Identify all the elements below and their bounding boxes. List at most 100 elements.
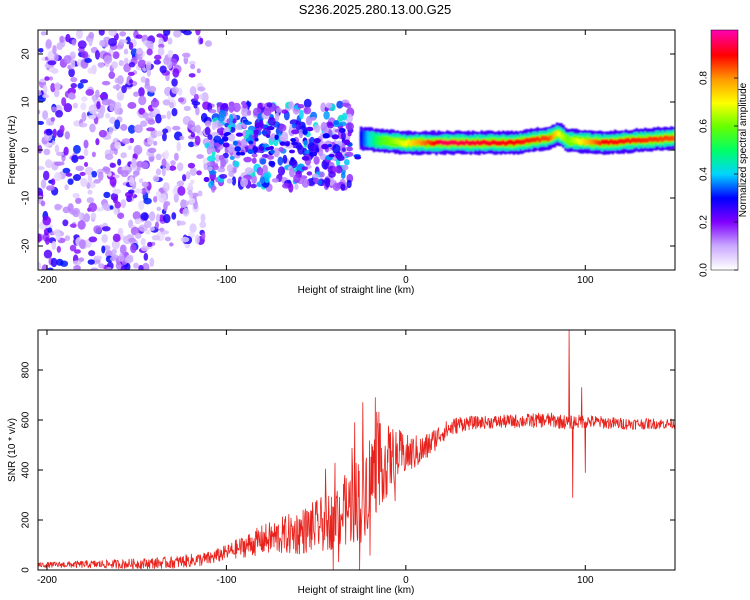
spectrogram-blob	[294, 183, 299, 190]
spectrogram-band-cell	[435, 139, 438, 146]
spectrogram-blob	[291, 141, 299, 146]
spectrogram-y-tick-label: 0	[21, 147, 32, 153]
colorbar-swatch	[711, 60, 738, 63]
spectrogram-blob	[135, 34, 143, 39]
spectrogram-band-cell	[499, 140, 503, 146]
spectrogram-blob	[228, 113, 234, 123]
spectrogram-band-cell	[542, 135, 546, 141]
spectrogram-blob	[244, 167, 254, 175]
spectrogram-blob	[170, 160, 176, 166]
colorbar-swatch	[711, 152, 738, 155]
spectrogram-blob	[86, 197, 95, 204]
colorbar-tick-label: 0.0	[699, 263, 710, 277]
spectrogram-blob	[322, 133, 330, 139]
spectrogram-blob	[229, 155, 235, 161]
spectrogram-blob	[180, 236, 190, 243]
spectrogram-blob	[73, 120, 81, 127]
spectrogram-band-cell	[527, 138, 531, 144]
spectrogram-blob	[199, 37, 204, 45]
snr-x-tick-label: -200	[37, 575, 57, 586]
spectrogram-blob	[215, 142, 220, 149]
spectrogram-blob	[324, 145, 329, 149]
spectrogram-blob	[134, 188, 143, 194]
spectrogram-blob	[83, 213, 91, 223]
colorbar-swatch	[711, 30, 738, 33]
spectrogram-blob	[323, 177, 331, 185]
spectrogram-blob	[187, 162, 196, 169]
spectrogram-blob	[47, 67, 57, 73]
colorbar-swatch	[711, 116, 738, 119]
spectrogram-blob	[239, 151, 246, 156]
spectrogram-blob	[53, 88, 60, 98]
spectrogram-blob	[129, 137, 135, 144]
colorbar-swatch	[711, 34, 738, 37]
spectrogram-blob	[81, 96, 88, 102]
spectrogram-band-cell	[504, 141, 507, 147]
spectrogram-blob	[56, 245, 61, 253]
spectrogram-blob	[120, 124, 128, 131]
spectrogram-band-cell	[493, 139, 496, 146]
spectrogram-blob	[144, 220, 152, 229]
spectrogram-band-cell	[624, 138, 628, 144]
spectrogram-blob	[87, 114, 97, 120]
colorbar-swatch	[711, 64, 738, 67]
spectrogram-blob	[196, 154, 204, 159]
spectrogram-blob	[244, 121, 252, 125]
colorbar-swatch	[711, 212, 738, 215]
spectrogram-blob	[153, 195, 158, 203]
spectrogram-blob	[128, 79, 134, 84]
spectrogram-blob	[200, 213, 206, 223]
colorbar-swatch	[711, 206, 738, 209]
spectrogram-blob	[150, 129, 158, 139]
spectrogram-band-cell	[428, 140, 432, 146]
spectrogram-blob	[194, 135, 201, 146]
spectrogram-blob	[221, 102, 229, 109]
spectrogram-blob	[144, 229, 151, 235]
spectrogram-blob	[176, 141, 181, 152]
spectrogram-blob	[226, 178, 233, 184]
spectrogram-blob	[56, 42, 64, 51]
spectrogram-blob	[101, 245, 106, 254]
spectrogram-blob	[270, 149, 275, 154]
spectrogram-y-tick-label: -10	[21, 190, 32, 205]
spectrogram-blob	[128, 189, 135, 194]
spectrogram-blob	[242, 103, 248, 109]
colorbar-swatch	[711, 142, 738, 145]
spectrogram-band-cell	[484, 139, 488, 146]
colorbar-swatch	[711, 46, 738, 49]
spectrogram-blob	[160, 114, 167, 119]
spectrogram-blob	[137, 59, 147, 69]
spectrogram-blob	[288, 149, 295, 154]
spectrogram-blob	[325, 102, 333, 109]
spectrogram-band-cell	[585, 139, 589, 145]
colorbar-swatch	[711, 164, 738, 167]
spectrogram-blob	[327, 143, 332, 148]
colorbar-swatch	[711, 202, 738, 205]
spectrogram-blob	[141, 187, 147, 195]
spectrogram-band-cell	[441, 140, 445, 146]
colorbar-tick-label: 0.6	[699, 119, 710, 133]
spectrogram-blob	[146, 48, 153, 56]
spectrogram-blob	[79, 171, 86, 176]
spectrogram-blob	[181, 52, 191, 58]
spectrogram-blob	[60, 161, 65, 166]
spectrogram-blob	[207, 155, 216, 162]
spectrogram-blob	[102, 167, 111, 172]
spectrogram-blob	[112, 51, 120, 60]
spectrogram-blob	[163, 57, 170, 65]
spectrogram-blob	[195, 106, 200, 116]
spectrogram-blob	[90, 267, 99, 270]
spectrogram-blob	[282, 154, 288, 164]
spectrogram-blob	[50, 117, 56, 122]
spectrogram-blob	[142, 262, 150, 270]
colorbar-swatch	[711, 144, 738, 147]
colorbar-swatch	[711, 240, 738, 243]
spectrogram-blob	[145, 40, 154, 49]
spectrogram-blob	[141, 181, 149, 188]
colorbar-swatch	[711, 70, 738, 73]
colorbar-swatch	[711, 216, 738, 219]
spectrogram-band-cell	[609, 138, 613, 145]
spectrogram-blob	[128, 176, 135, 187]
spectrogram-blob	[190, 179, 195, 185]
spectrogram-band-cell	[551, 134, 555, 140]
